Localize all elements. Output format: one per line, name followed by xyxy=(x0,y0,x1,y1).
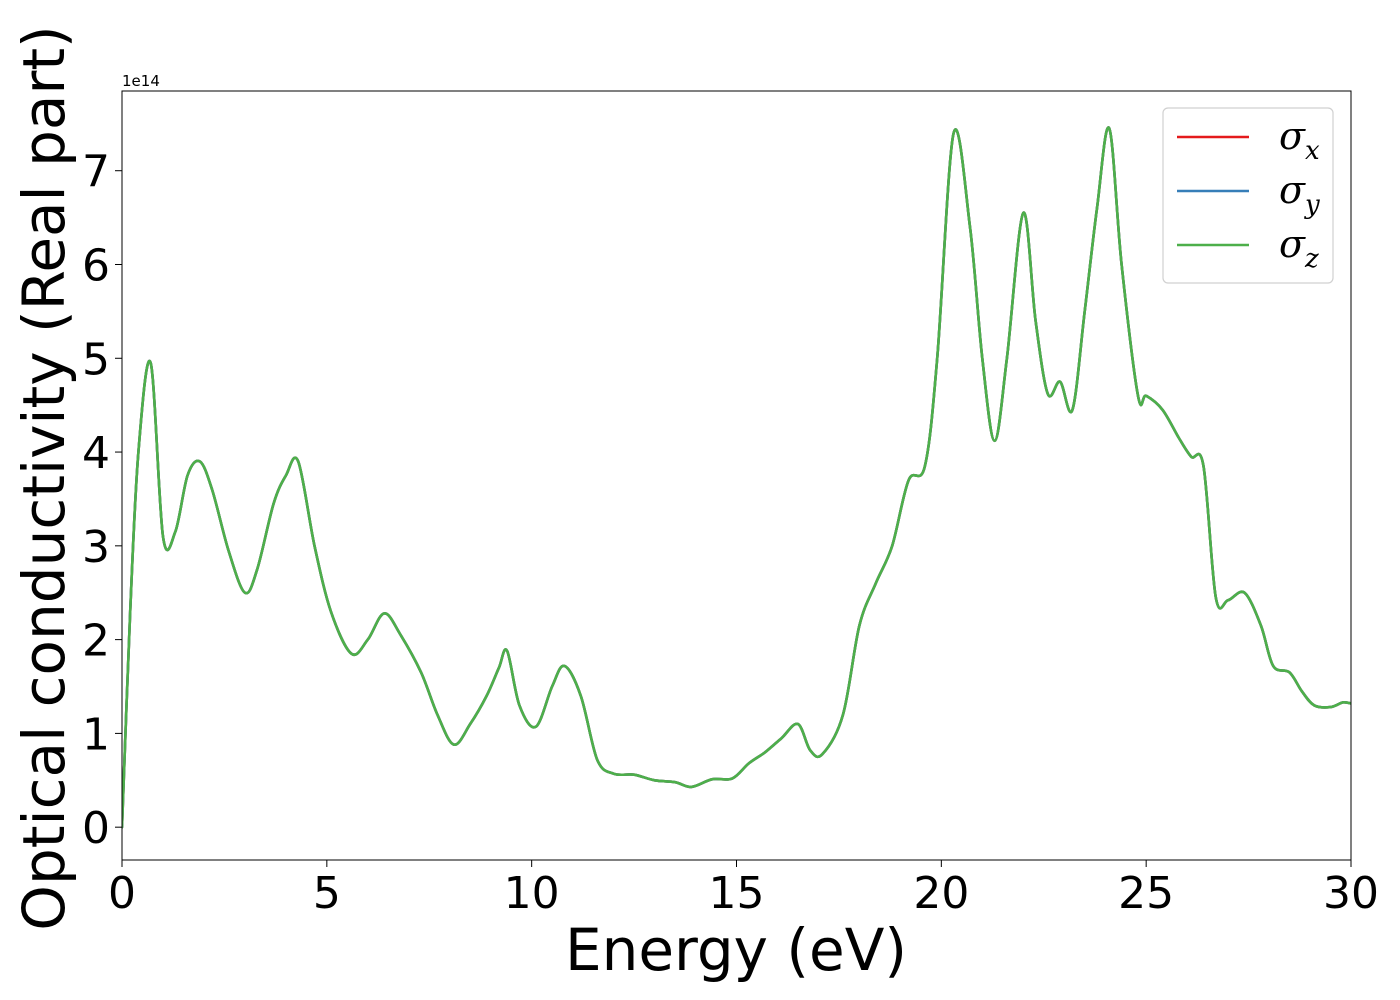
x-tick-label: 5 xyxy=(313,868,341,919)
x-axis-label: Energy (eV) xyxy=(565,916,907,984)
y-tick-label: 2 xyxy=(82,616,110,667)
legend-entry-sigma-x: σx xyxy=(1279,114,1320,166)
legend-symbol: σ xyxy=(1279,114,1306,158)
x-tick-label: 10 xyxy=(504,868,560,919)
y-offset-text: 1e14 xyxy=(122,72,160,90)
x-axis-ticks: 0 5 10 15 20 25 30 xyxy=(108,860,1379,919)
legend-entry-sigma-z: σz xyxy=(1279,222,1319,274)
y-tick-label: 4 xyxy=(82,428,110,479)
y-tick-label: 1 xyxy=(82,709,110,760)
y-axis-ticks: 0 1 2 3 4 5 6 7 xyxy=(82,147,122,854)
y-tick-label: 5 xyxy=(82,334,110,385)
x-tick-label: 20 xyxy=(913,868,969,919)
legend-subscript: y xyxy=(1304,190,1320,220)
y-tick-label: 0 xyxy=(82,803,110,854)
y-tick-label: 3 xyxy=(82,522,110,573)
legend-symbol: σ xyxy=(1279,222,1306,266)
series-line-sigma-z xyxy=(122,126,1351,829)
legend-box xyxy=(1162,107,1334,284)
x-tick-label: 15 xyxy=(709,868,765,919)
series-layer xyxy=(122,126,1351,829)
x-tick-label: 0 xyxy=(108,868,136,919)
y-axis-label: Optical conductivity (Real part) xyxy=(10,25,78,930)
x-tick-label: 30 xyxy=(1323,868,1379,919)
y-tick-label: 6 xyxy=(82,240,110,291)
y-tick-label: 7 xyxy=(82,147,110,198)
legend-symbol: σ xyxy=(1279,168,1306,212)
legend-entry-sigma-y: σy xyxy=(1279,168,1320,220)
legend-subscript: z xyxy=(1304,244,1319,274)
x-tick-label: 25 xyxy=(1118,868,1174,919)
legend-subscript: x xyxy=(1305,136,1320,166)
